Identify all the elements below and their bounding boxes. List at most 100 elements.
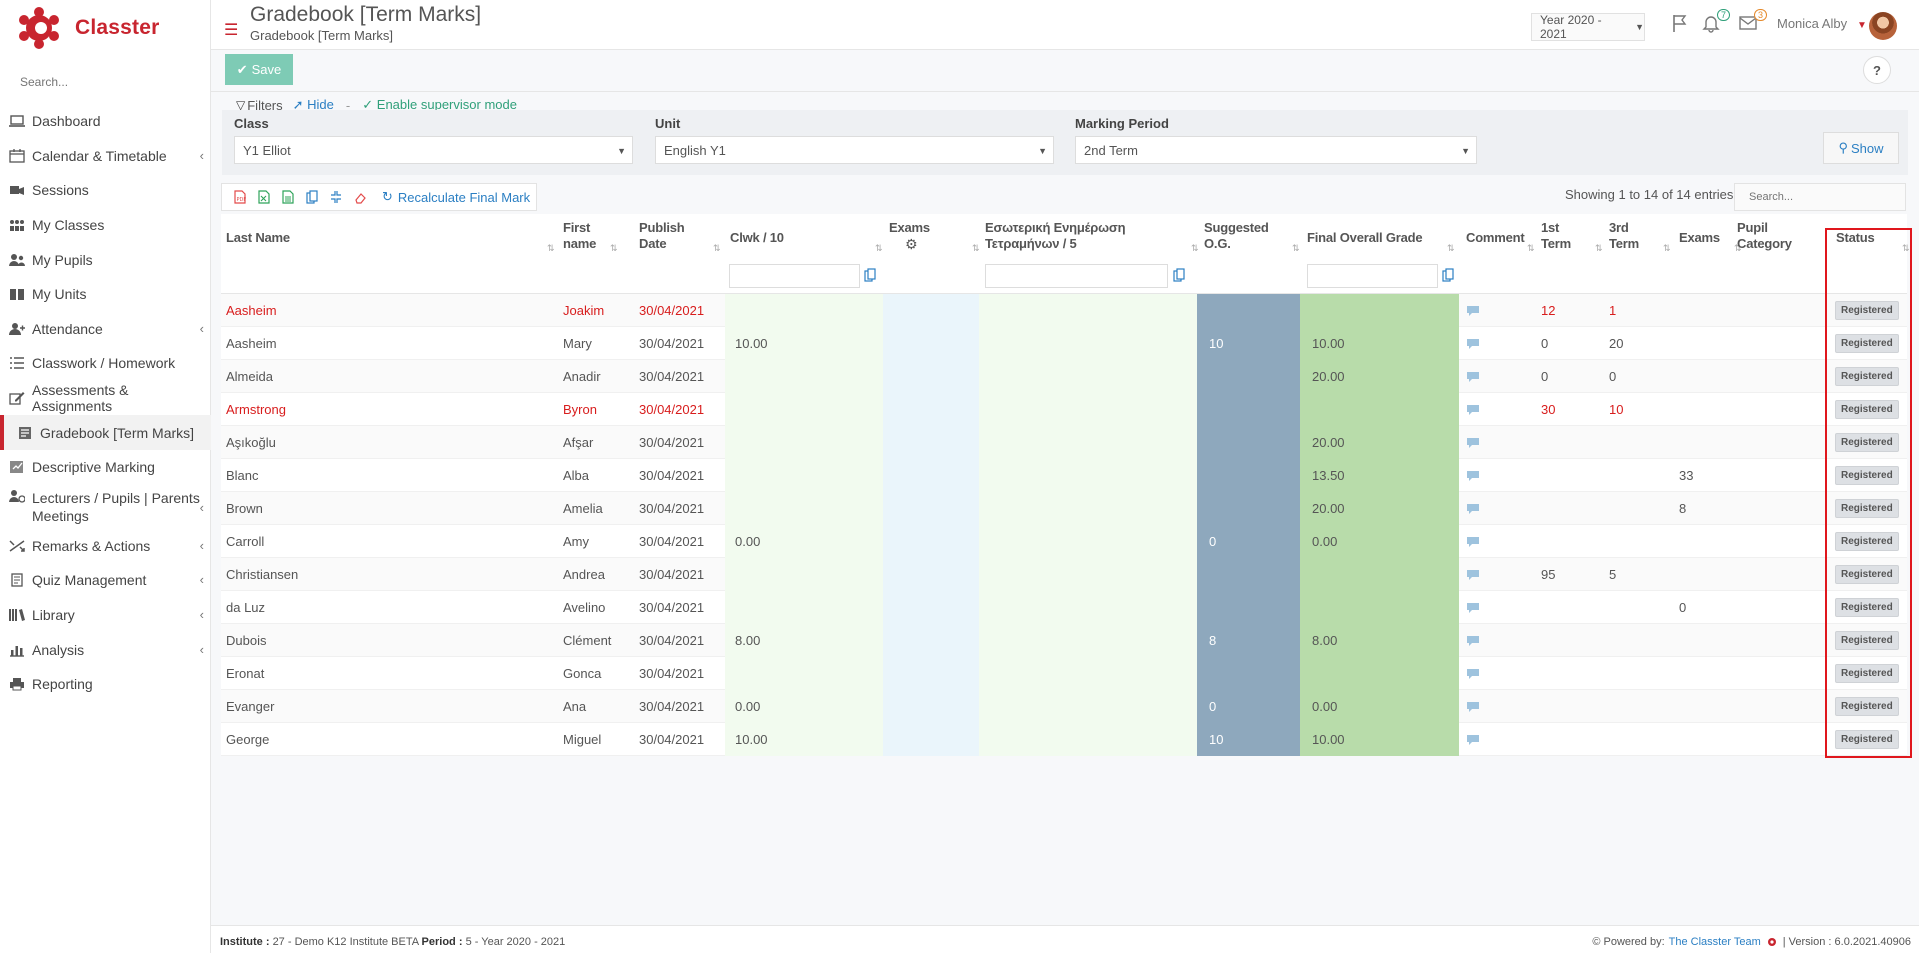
table-row[interactable]: Aasheim Joakim 30/04/2021 12 1 Registered	[221, 294, 1907, 327]
class-select[interactable]: Y1 Elliot ▼	[234, 136, 633, 164]
final-overall-grade-cell[interactable]	[1300, 558, 1459, 591]
comment-icon[interactable]	[1466, 668, 1480, 680]
clwk-cell[interactable]: 10.00	[725, 723, 883, 756]
comment-icon[interactable]	[1466, 701, 1480, 713]
final-overall-grade-cell[interactable]: 8.00	[1300, 624, 1459, 657]
final-overall-grade-cell[interactable]: 13.50	[1300, 459, 1459, 492]
comment-icon[interactable]	[1466, 503, 1480, 515]
comment-icon[interactable]	[1466, 371, 1480, 383]
hamburger-menu-icon[interactable]: ☰	[224, 22, 239, 39]
final-overall-grade-cell[interactable]	[1300, 657, 1459, 690]
internal-update-cell[interactable]	[979, 723, 1197, 756]
sort-icon[interactable]: ⇅	[1595, 243, 1603, 253]
exams-cell[interactable]	[883, 558, 979, 591]
comment-icon[interactable]	[1466, 734, 1480, 746]
copy-icon[interactable]	[300, 187, 324, 207]
col-publish-date[interactable]: Publish Date	[639, 220, 685, 251]
comment-icon[interactable]	[1466, 470, 1480, 482]
final-overall-grade-cell[interactable]	[1300, 591, 1459, 624]
table-row[interactable]: Brown Amelia 30/04/2021 20.00 8 Registered	[221, 492, 1907, 525]
final-overall-grade-cell[interactable]: 0.00	[1300, 525, 1459, 558]
clwk-cell[interactable]	[725, 591, 883, 624]
internal-update-cell[interactable]	[979, 492, 1197, 525]
exams-cell[interactable]	[883, 294, 979, 327]
exams-cell[interactable]	[883, 426, 979, 459]
clwk-cell[interactable]: 8.00	[725, 624, 883, 657]
table-row[interactable]: Blanc Alba 30/04/2021 13.50 33 Registered	[221, 459, 1907, 492]
table-row[interactable]: da Luz Avelino 30/04/2021 0 Registered	[221, 591, 1907, 624]
final-overall-grade-cell[interactable]: 20.00	[1300, 492, 1459, 525]
table-row[interactable]: Almeida Anadir 30/04/2021 20.00 0 0 Registered	[221, 360, 1907, 393]
sidebar-item-lecturers-pupils-parents-meetings[interactable]: Lecturers / Pupils | Parents Meetings ‹	[0, 485, 211, 529]
final-filter-input[interactable]	[1307, 264, 1438, 288]
table-row[interactable]: Evanger Ana 30/04/2021 0.00 0 0.00 Registered	[221, 690, 1907, 723]
gear-icon[interactable]: ⚙	[905, 236, 918, 252]
exams-cell[interactable]	[883, 525, 979, 558]
export-excel-icon[interactable]	[252, 187, 276, 207]
avatar[interactable]	[1869, 12, 1897, 40]
sidebar-item-analysis[interactable]: Analysis ‹	[0, 632, 211, 667]
col-exams-2[interactable]: Exams	[1679, 230, 1720, 245]
exams-cell[interactable]	[883, 657, 979, 690]
sidebar-item-library[interactable]: Library ‹	[0, 598, 211, 633]
table-row[interactable]: Carroll Amy 30/04/2021 0.00 0 0.00 Registered	[221, 525, 1907, 558]
internal-update-cell[interactable]	[979, 393, 1197, 426]
table-row[interactable]: Aşıkoğlu Afşar 30/04/2021 20.00 Registered	[221, 426, 1907, 459]
col-internal-update[interactable]: Εσωτερική Ενημέρωση Τετραμήνων / 5	[985, 220, 1126, 251]
table-row[interactable]: George Miguel 30/04/2021 10.00 10 10.00 Regist…	[221, 723, 1907, 756]
clwk-cell[interactable]	[725, 426, 883, 459]
comment-icon[interactable]	[1466, 404, 1480, 416]
exams-cell[interactable]	[883, 690, 979, 723]
exams-cell[interactable]	[883, 624, 979, 657]
copy-icon[interactable]	[1173, 268, 1185, 282]
col-status[interactable]: Status	[1836, 230, 1875, 245]
internal-update-cell[interactable]	[979, 525, 1197, 558]
final-overall-grade-cell[interactable]: 20.00	[1300, 426, 1459, 459]
internal-filter-input[interactable]	[985, 264, 1168, 288]
col-last-name[interactable]: Last Name	[226, 230, 290, 245]
year-select[interactable]: Year 2020 - 2021 ▼	[1531, 13, 1645, 41]
sidebar-item-my-units[interactable]: My Units	[0, 277, 211, 312]
final-overall-grade-cell[interactable]: 10.00	[1300, 327, 1459, 360]
table-row[interactable]: Eronat Gonca 30/04/2021 Registered	[221, 657, 1907, 690]
clwk-cell[interactable]	[725, 294, 883, 327]
comment-icon[interactable]	[1466, 635, 1480, 647]
recalculate-final-mark-button[interactable]: ↻ Recalculate Final Mark	[382, 189, 530, 205]
sidebar-item-remarks-actions[interactable]: Remarks & Actions ‹	[0, 529, 211, 564]
col-3rd-term[interactable]: 3rd Term	[1609, 220, 1640, 251]
sort-icon[interactable]: ⇅	[1527, 243, 1535, 253]
notifications-bell-icon[interactable]: 7	[1701, 9, 1730, 35]
comment-icon[interactable]	[1466, 569, 1480, 581]
internal-update-cell[interactable]	[979, 591, 1197, 624]
unit-select[interactable]: English Y1 ▼	[655, 136, 1054, 164]
marking-period-select[interactable]: 2nd Term ▼	[1075, 136, 1477, 164]
exams-cell[interactable]	[883, 393, 979, 426]
user-menu-caret-icon[interactable]: ▼	[1857, 20, 1867, 31]
final-overall-grade-cell[interactable]: 10.00	[1300, 723, 1459, 756]
sidebar-item-descriptive-marking[interactable]: Descriptive Marking	[0, 450, 211, 485]
collapse-icon[interactable]	[324, 187, 348, 207]
supervisor-mode-link[interactable]: ✓ Enable supervisor mode	[362, 97, 517, 113]
clwk-cell[interactable]	[725, 657, 883, 690]
sort-icon[interactable]: ⇅	[1447, 243, 1455, 253]
export-pdf-icon[interactable]: PDF	[228, 187, 252, 207]
internal-update-cell[interactable]	[979, 558, 1197, 591]
sidebar-search-input[interactable]	[12, 70, 197, 94]
col-clwk[interactable]: Clwk / 10	[730, 230, 784, 245]
exams-cell[interactable]	[883, 723, 979, 756]
table-row[interactable]: Aasheim Mary 30/04/2021 10.00 10 10.00 0 20 Regi…	[221, 327, 1907, 360]
sidebar-item-reporting[interactable]: Reporting	[0, 667, 211, 702]
sidebar-item-assessments-assignments[interactable]: Assessments & Assignments	[0, 381, 211, 416]
table-search-input[interactable]	[1734, 183, 1906, 211]
sort-icon[interactable]: ⇅	[1902, 243, 1910, 253]
comment-icon[interactable]	[1466, 602, 1480, 614]
sidebar-item-quiz-management[interactable]: Quiz Management ‹	[0, 563, 211, 598]
col-suggested-og[interactable]: Suggested O.G.	[1204, 220, 1269, 251]
final-overall-grade-cell[interactable]	[1300, 393, 1459, 426]
sort-icon[interactable]: ⇅	[1734, 243, 1742, 253]
table-row[interactable]: Christiansen Andrea 30/04/2021 95 5 Registere…	[221, 558, 1907, 591]
comment-icon[interactable]	[1466, 305, 1480, 317]
sidebar-item-gradebook-term-marks[interactable]: Gradebook [Term Marks]	[0, 415, 211, 450]
clwk-cell[interactable]	[725, 558, 883, 591]
sort-icon[interactable]: ⇅	[1292, 243, 1300, 253]
